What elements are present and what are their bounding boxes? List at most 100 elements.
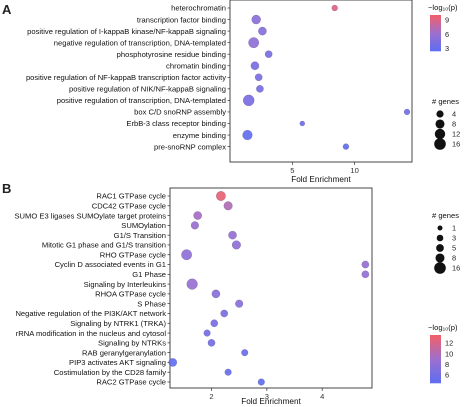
data-point bbox=[248, 37, 260, 49]
color-legend-swatch bbox=[430, 24, 441, 26]
data-point bbox=[210, 319, 219, 328]
color-legend-swatch bbox=[430, 335, 441, 338]
color-legend-label: 8 bbox=[445, 360, 449, 369]
size-legend-dot bbox=[434, 262, 446, 274]
category-label: enzyme binding bbox=[173, 131, 226, 140]
category-label: Signaling by NTRK1 (TRKA) bbox=[70, 319, 166, 328]
color-legend-swatch bbox=[430, 45, 441, 47]
category-label: chromatin binding bbox=[166, 61, 226, 70]
x-tick-label: 4 bbox=[320, 392, 324, 401]
category-label: RAC2 GTPase cycle bbox=[96, 378, 166, 387]
data-point bbox=[211, 289, 221, 299]
category-label: pre-snoRNP complex bbox=[154, 142, 226, 151]
color-legend-swatch bbox=[430, 373, 441, 376]
color-legend-swatch bbox=[430, 371, 441, 374]
category-label: positive regulation of I-kappaB kinase/N… bbox=[27, 27, 226, 36]
data-point bbox=[251, 14, 261, 25]
category-label: Signaling by Interleukins bbox=[84, 280, 167, 289]
color-legend-swatch bbox=[430, 28, 441, 31]
x-tick-label: 5 bbox=[290, 166, 294, 175]
x-axis-title: Fold Enrichment bbox=[241, 397, 301, 406]
color-legend: −log₁₀(p) 9 6 3 bbox=[428, 3, 458, 53]
color-legend-swatch bbox=[430, 343, 441, 346]
size-legend-dot bbox=[436, 244, 444, 252]
data-point bbox=[242, 129, 253, 141]
data-point bbox=[235, 299, 244, 308]
color-legend-swatch bbox=[430, 34, 441, 37]
size-legend-label: 12 bbox=[452, 130, 460, 139]
size-legend-dot bbox=[436, 234, 444, 242]
color-legend-swatch bbox=[430, 339, 441, 342]
color-legend-label: 3 bbox=[445, 44, 449, 53]
category-label: Negative regulation of the PI3K/AKT netw… bbox=[15, 309, 166, 318]
color-legend-swatch bbox=[430, 365, 441, 368]
color-legend-swatch bbox=[430, 375, 441, 378]
category-label: positive regulation of NIK/NF-kappaB sig… bbox=[69, 85, 226, 94]
size-legend-label: 3 bbox=[452, 234, 456, 243]
color-legend-title: −log₁₀(p) bbox=[428, 323, 458, 332]
color-legend-swatch bbox=[430, 355, 441, 358]
size-legend-label: 8 bbox=[452, 120, 456, 129]
category-label: negative regulation of transcription, DN… bbox=[54, 38, 226, 47]
size-legend-label: 1 bbox=[452, 224, 456, 233]
color-legend-swatch bbox=[430, 39, 441, 41]
size-legend-dot bbox=[435, 119, 445, 129]
color-legend-swatch bbox=[430, 43, 441, 46]
color-legend-label: 6 bbox=[445, 371, 449, 380]
size-legend-title: # genes bbox=[432, 97, 459, 106]
color-legend-swatch bbox=[430, 347, 441, 350]
data-point bbox=[403, 108, 411, 116]
data-point bbox=[258, 26, 267, 36]
category-label: transcription factor binding bbox=[137, 15, 226, 24]
data-point bbox=[361, 260, 370, 269]
size-legend-title: # genes bbox=[432, 211, 459, 220]
data-point bbox=[207, 339, 216, 347]
plot-frame bbox=[169, 187, 373, 389]
color-legend-swatch bbox=[430, 22, 441, 25]
data-point bbox=[342, 143, 350, 150]
color-legend-swatch bbox=[430, 27, 441, 29]
category-label: rRNA modification in the nucleus and cyt… bbox=[16, 329, 167, 338]
data-point bbox=[224, 368, 232, 376]
color-legend-swatch bbox=[430, 46, 441, 49]
category-label: Mitotic G1 phase and G1/S transition bbox=[42, 241, 166, 250]
data-point bbox=[331, 4, 338, 12]
category-label: RAC1 GTPase cycle bbox=[96, 192, 166, 201]
size-legend-label: 16 bbox=[452, 264, 460, 273]
data-point bbox=[257, 378, 265, 386]
color-legend-swatch bbox=[430, 33, 441, 35]
data-point bbox=[186, 278, 198, 290]
color-legend-label: 9 bbox=[445, 15, 449, 24]
category-label: SUMO E3 ligases SUMOylate target protein… bbox=[14, 211, 166, 220]
data-point bbox=[241, 349, 249, 357]
color-legend-swatch bbox=[430, 31, 441, 34]
color-legend-swatch bbox=[430, 30, 441, 32]
color-legend-swatch bbox=[430, 361, 441, 364]
data-point bbox=[181, 249, 193, 261]
size-legend-label: 8 bbox=[452, 254, 456, 263]
size-legend-dot bbox=[437, 225, 443, 231]
color-legend-swatch bbox=[430, 49, 441, 52]
category-label: box C/D snoRNP assembly bbox=[134, 108, 226, 117]
panel-label: A bbox=[2, 2, 12, 17]
color-legend-swatch bbox=[430, 369, 441, 372]
data-point bbox=[193, 211, 203, 220]
data-point bbox=[203, 329, 211, 337]
category-label: G1 Phase bbox=[132, 270, 166, 279]
data-point bbox=[254, 73, 263, 82]
color-legend-swatch bbox=[430, 341, 441, 344]
x-tick-label: 2 bbox=[209, 392, 213, 401]
category-label: positive regulation of transcription, DN… bbox=[57, 96, 226, 105]
color-legend-swatch bbox=[430, 25, 441, 28]
color-legend-swatch bbox=[430, 379, 441, 382]
data-point bbox=[223, 201, 233, 211]
color-legend-swatch bbox=[430, 42, 441, 44]
data-point bbox=[256, 85, 264, 93]
color-legend-label: 6 bbox=[445, 30, 449, 39]
